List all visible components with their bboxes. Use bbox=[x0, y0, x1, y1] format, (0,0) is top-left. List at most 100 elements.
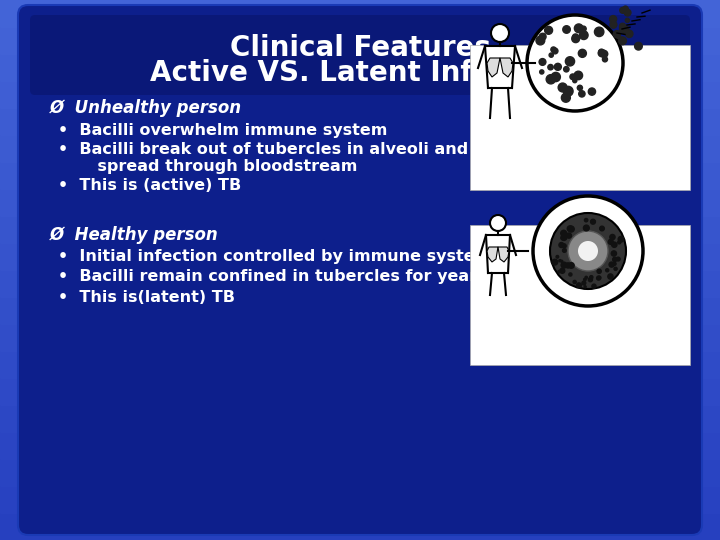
Circle shape bbox=[563, 26, 570, 33]
Circle shape bbox=[559, 242, 564, 247]
Circle shape bbox=[623, 10, 626, 13]
Bar bbox=[0, 377, 720, 405]
Circle shape bbox=[610, 16, 616, 23]
Circle shape bbox=[544, 26, 552, 34]
Circle shape bbox=[618, 37, 626, 45]
Circle shape bbox=[623, 6, 629, 12]
Circle shape bbox=[625, 18, 629, 22]
Circle shape bbox=[563, 86, 573, 96]
Circle shape bbox=[583, 225, 589, 231]
Circle shape bbox=[572, 79, 577, 83]
Circle shape bbox=[548, 64, 553, 70]
Text: Clinical Features: Clinical Features bbox=[230, 34, 490, 62]
Text: •  Bacilli remain confined in tubercles for years: • Bacilli remain confined in tubercles f… bbox=[58, 269, 487, 285]
Circle shape bbox=[567, 233, 572, 238]
Circle shape bbox=[561, 260, 563, 262]
Circle shape bbox=[565, 263, 571, 268]
Circle shape bbox=[626, 30, 633, 37]
Circle shape bbox=[603, 57, 608, 62]
Circle shape bbox=[561, 237, 564, 240]
Circle shape bbox=[621, 26, 629, 33]
Polygon shape bbox=[487, 58, 500, 77]
Circle shape bbox=[572, 34, 579, 40]
Bar bbox=[0, 188, 720, 216]
Circle shape bbox=[584, 278, 586, 281]
Bar bbox=[0, 53, 720, 81]
Circle shape bbox=[585, 227, 588, 230]
Circle shape bbox=[634, 42, 642, 50]
Circle shape bbox=[608, 239, 613, 245]
Circle shape bbox=[573, 280, 576, 284]
Circle shape bbox=[579, 91, 585, 97]
Circle shape bbox=[540, 70, 544, 74]
Polygon shape bbox=[500, 58, 513, 77]
Circle shape bbox=[565, 57, 575, 66]
Circle shape bbox=[600, 50, 608, 57]
Circle shape bbox=[588, 88, 595, 95]
Circle shape bbox=[582, 281, 586, 285]
Circle shape bbox=[610, 21, 617, 28]
Circle shape bbox=[552, 48, 558, 54]
Circle shape bbox=[533, 196, 643, 306]
Bar bbox=[0, 296, 720, 324]
Circle shape bbox=[624, 9, 631, 16]
Circle shape bbox=[569, 273, 572, 276]
Circle shape bbox=[585, 219, 588, 222]
Text: Ø  Unhealthy person: Ø Unhealthy person bbox=[50, 99, 242, 117]
Circle shape bbox=[600, 226, 604, 231]
Circle shape bbox=[562, 244, 566, 248]
Circle shape bbox=[527, 15, 623, 111]
Polygon shape bbox=[498, 247, 509, 262]
Text: Active VS. Latent Infection: Active VS. Latent Infection bbox=[150, 59, 570, 87]
Bar bbox=[0, 269, 720, 297]
Circle shape bbox=[585, 276, 588, 279]
Circle shape bbox=[560, 268, 564, 273]
Bar bbox=[0, 350, 720, 378]
Bar bbox=[0, 134, 720, 162]
Text: spread through bloodstream: spread through bloodstream bbox=[58, 159, 357, 173]
Circle shape bbox=[619, 26, 626, 33]
Bar bbox=[0, 215, 720, 243]
Text: Ø  Healthy person: Ø Healthy person bbox=[50, 226, 219, 244]
Circle shape bbox=[552, 259, 558, 265]
Text: •  Bacilli overwhelm immune system: • Bacilli overwhelm immune system bbox=[58, 123, 387, 138]
Circle shape bbox=[610, 234, 615, 240]
Text: •  This is(latent) TB: • This is(latent) TB bbox=[58, 289, 235, 305]
Circle shape bbox=[546, 75, 555, 84]
Circle shape bbox=[620, 8, 626, 14]
Circle shape bbox=[609, 262, 614, 267]
Circle shape bbox=[581, 26, 586, 31]
Circle shape bbox=[539, 33, 546, 40]
Circle shape bbox=[562, 248, 566, 252]
Circle shape bbox=[613, 257, 617, 261]
Circle shape bbox=[567, 226, 573, 232]
Circle shape bbox=[612, 242, 617, 247]
Text: •  Bacilli break out of tubercles in alveoli and: • Bacilli break out of tubercles in alve… bbox=[58, 143, 468, 158]
Circle shape bbox=[561, 234, 567, 240]
Bar bbox=[0, 404, 720, 432]
Bar bbox=[0, 323, 720, 351]
Circle shape bbox=[613, 262, 616, 265]
Circle shape bbox=[559, 260, 561, 262]
Circle shape bbox=[568, 231, 608, 271]
Circle shape bbox=[575, 24, 583, 33]
Circle shape bbox=[556, 255, 559, 258]
FancyBboxPatch shape bbox=[18, 5, 702, 535]
Bar bbox=[0, 0, 720, 27]
Bar bbox=[0, 80, 720, 108]
Bar bbox=[0, 107, 720, 135]
Circle shape bbox=[598, 49, 606, 57]
Circle shape bbox=[554, 63, 562, 70]
Circle shape bbox=[595, 27, 604, 37]
Circle shape bbox=[539, 58, 546, 65]
Circle shape bbox=[619, 23, 626, 30]
Circle shape bbox=[561, 230, 567, 236]
Circle shape bbox=[562, 234, 564, 237]
Circle shape bbox=[584, 286, 586, 288]
Circle shape bbox=[578, 241, 598, 261]
Circle shape bbox=[580, 31, 588, 39]
FancyBboxPatch shape bbox=[30, 15, 690, 95]
Bar bbox=[0, 512, 720, 540]
Circle shape bbox=[588, 278, 593, 282]
Circle shape bbox=[564, 66, 569, 72]
